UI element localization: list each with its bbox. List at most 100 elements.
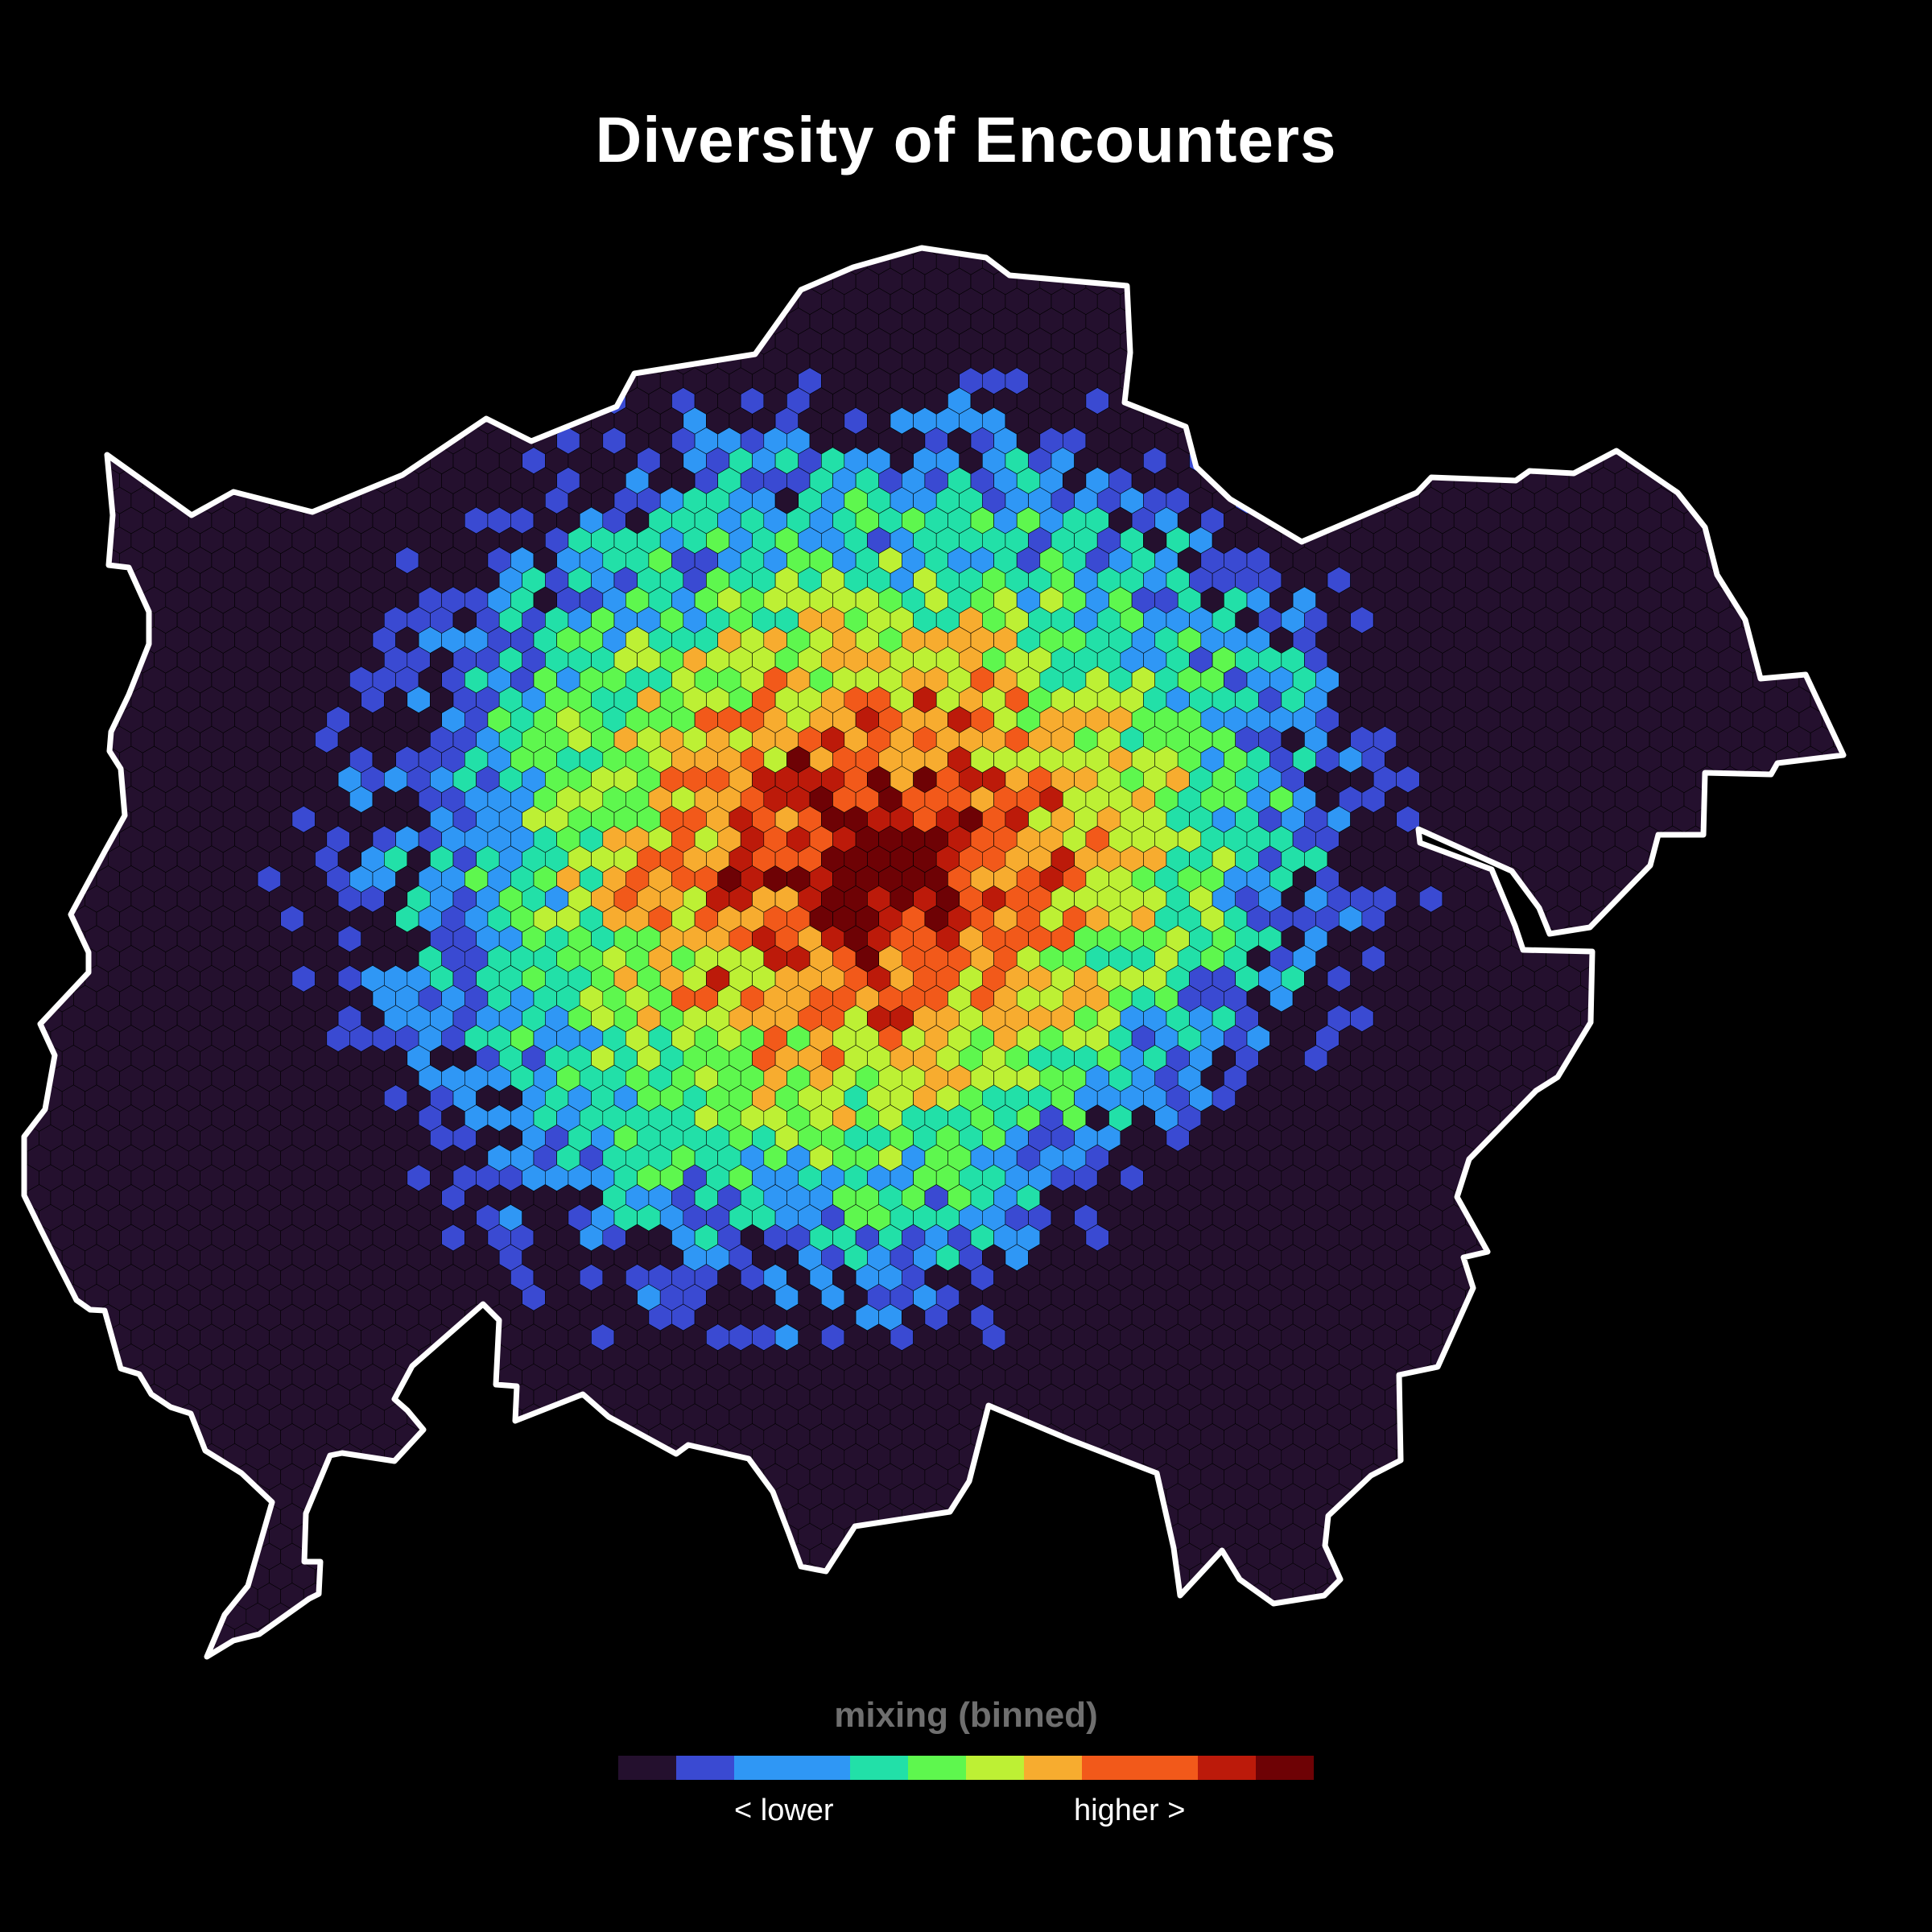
hex-cell — [407, 287, 431, 316]
hex-cell — [27, 387, 52, 415]
hex-cell — [1591, 267, 1616, 295]
hex-cell — [1637, 267, 1662, 295]
hex-cell — [1534, 367, 1558, 395]
hex-cell — [1488, 447, 1512, 475]
hex-cell — [1718, 845, 1742, 873]
hex-cell — [1845, 1224, 1868, 1251]
hex-cell — [27, 248, 52, 255]
hex-cell — [27, 985, 52, 1013]
hex-cell — [1822, 1383, 1843, 1411]
hex-cell — [222, 287, 247, 316]
hex-cell — [154, 1443, 178, 1471]
hex-cell — [533, 1423, 557, 1451]
hex-cell — [1511, 287, 1535, 316]
hex-cell — [1649, 1124, 1673, 1152]
hex-cell — [337, 407, 361, 435]
hex-cell — [1626, 1363, 1650, 1391]
hex-cell — [27, 945, 52, 972]
hex-cell — [1729, 865, 1753, 893]
hex-cell — [1845, 229, 1868, 255]
hex-cell — [50, 626, 74, 654]
hex-cell — [1614, 387, 1639, 415]
hex-cell — [510, 248, 535, 255]
hex-cell — [165, 248, 189, 255]
hex-cell — [24, 964, 39, 993]
hex-cell — [372, 267, 396, 295]
hex-cell — [982, 1443, 1006, 1471]
hex-cell — [1292, 506, 1316, 535]
hex-cell — [1787, 1323, 1811, 1352]
hex-cell — [1798, 945, 1823, 972]
hex-cell — [1822, 467, 1843, 494]
hex-cell — [315, 367, 339, 395]
hex-cell — [1695, 885, 1719, 913]
hex-cell — [1718, 447, 1742, 475]
hex-cell — [1752, 1104, 1777, 1132]
hex-cell — [430, 367, 454, 395]
hex-cell — [1695, 486, 1719, 514]
hex-cell — [50, 248, 74, 255]
hex-cell — [1787, 845, 1811, 873]
hex-cell — [1005, 1443, 1029, 1471]
hex-cell — [1557, 327, 1581, 355]
hex-cell — [1385, 427, 1409, 455]
hex-cell — [1143, 327, 1167, 355]
hex-cell — [108, 1443, 132, 1471]
hex-cell — [1845, 906, 1868, 932]
hex-cell — [1557, 1164, 1581, 1192]
hex-cell — [1672, 1044, 1696, 1072]
hex-cell — [1798, 267, 1823, 295]
hex-cell — [27, 905, 52, 933]
hex-cell — [1798, 1303, 1823, 1331]
hex-cell — [384, 248, 408, 275]
hex-cell — [1166, 287, 1190, 316]
hex-cell — [1649, 1203, 1673, 1232]
hex-cell — [1500, 1383, 1524, 1411]
hex-cell — [1568, 1144, 1592, 1172]
hex-cell — [130, 248, 155, 275]
hex-cell — [1626, 287, 1650, 316]
hex-cell — [1430, 347, 1455, 375]
hex-cell — [1810, 1084, 1834, 1113]
hex-cell — [1798, 506, 1823, 535]
hex-cell — [1845, 468, 1868, 494]
hex-cell — [1776, 467, 1800, 494]
hex-cell — [1752, 865, 1777, 893]
hex-cell — [717, 267, 741, 295]
hex-cell — [1430, 1383, 1455, 1411]
hex-cell — [269, 248, 293, 275]
hex-cell — [24, 1344, 28, 1371]
hex-cell — [1580, 327, 1604, 355]
hex-cell — [1649, 1283, 1673, 1311]
hex-cell — [61, 805, 85, 833]
hex-cell — [234, 308, 258, 335]
hex-cell — [96, 427, 120, 455]
hex-cell — [464, 1383, 489, 1411]
hex-cell — [1833, 447, 1843, 475]
hex-cell — [556, 248, 580, 255]
hex-cell — [1672, 248, 1696, 275]
hex-cell — [188, 387, 213, 415]
hex-cell — [108, 367, 132, 395]
hex-cell — [1845, 587, 1868, 613]
hex-cell — [73, 308, 97, 335]
hex-cell — [533, 387, 557, 415]
hex-cell — [24, 626, 28, 654]
hex-cell — [1764, 407, 1788, 435]
hex-cell — [1292, 427, 1316, 455]
hex-cell — [1488, 1244, 1512, 1272]
hex-cell — [1258, 287, 1282, 316]
hex-cell — [142, 387, 167, 415]
hex-cell — [476, 367, 500, 395]
hex-cell — [1741, 1164, 1765, 1192]
hex-cell — [1534, 1443, 1558, 1471]
hex-cell — [1269, 308, 1294, 335]
hex-cell — [1614, 1025, 1639, 1052]
hex-cell — [1246, 467, 1270, 494]
hex-cell — [85, 646, 109, 674]
hex-cell — [1741, 925, 1765, 953]
hex-cell — [24, 1423, 28, 1451]
hex-cell — [119, 267, 143, 295]
hex-cell — [1822, 1224, 1843, 1252]
hex-cell — [1327, 327, 1351, 355]
